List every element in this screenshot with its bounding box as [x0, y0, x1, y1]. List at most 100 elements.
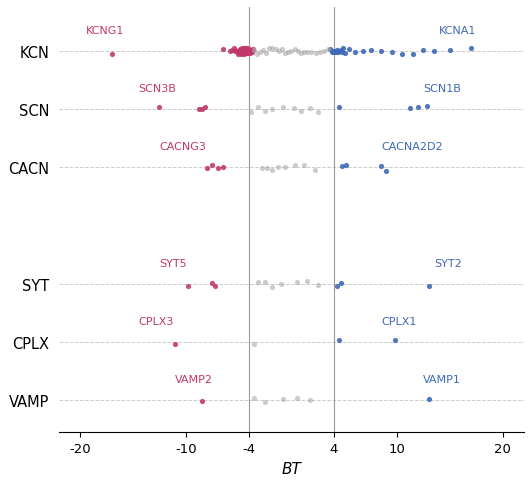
Point	[244, 48, 252, 56]
Point	[257, 165, 266, 172]
Point	[300, 49, 309, 57]
Point	[277, 280, 285, 288]
Point	[297, 50, 305, 58]
Point	[281, 164, 289, 171]
Point	[235, 49, 243, 57]
Point	[284, 49, 293, 57]
Text: CACNG3: CACNG3	[160, 142, 206, 152]
Point	[425, 283, 433, 290]
Text: KCNA1: KCNA1	[439, 26, 477, 36]
Point	[275, 48, 283, 56]
Point	[290, 162, 299, 170]
Point	[398, 51, 406, 59]
Point	[232, 48, 241, 56]
Text: SCN1B: SCN1B	[423, 84, 461, 94]
Point	[289, 105, 298, 112]
Point	[201, 105, 209, 112]
Point	[246, 48, 255, 56]
Point	[203, 165, 211, 173]
Point	[243, 45, 251, 53]
Point	[338, 163, 346, 170]
Point	[281, 50, 289, 58]
Point	[184, 282, 192, 290]
Text: SYT5: SYT5	[160, 258, 187, 268]
Point	[236, 47, 244, 55]
Point	[268, 45, 277, 53]
Point	[409, 51, 417, 59]
Point	[324, 46, 332, 54]
Text: CACNA2D2: CACNA2D2	[381, 142, 443, 152]
Point	[250, 340, 259, 348]
Point	[239, 50, 247, 58]
Point	[242, 50, 250, 58]
Point	[359, 48, 368, 56]
Point	[405, 105, 414, 113]
Point	[297, 108, 305, 116]
Point	[248, 49, 256, 57]
Point	[245, 47, 253, 55]
Point	[238, 49, 246, 57]
Point	[259, 47, 267, 55]
Point	[300, 161, 309, 169]
Text: CPLX1: CPLX1	[381, 316, 417, 326]
Point	[335, 48, 344, 56]
Point	[335, 336, 343, 344]
Point	[247, 49, 255, 57]
Point	[390, 336, 399, 344]
Point	[445, 47, 454, 55]
Point	[335, 104, 343, 111]
Point	[273, 164, 282, 172]
Point	[208, 279, 217, 287]
Point	[330, 49, 338, 57]
Point	[238, 45, 247, 53]
X-axis label: BT: BT	[281, 461, 301, 476]
Point	[230, 45, 239, 53]
Point	[287, 48, 296, 56]
Point	[107, 51, 116, 59]
Point	[430, 48, 438, 56]
Point	[268, 167, 277, 175]
Point	[333, 47, 342, 55]
Point	[247, 48, 256, 56]
Point	[261, 107, 269, 115]
Point	[293, 394, 301, 402]
Point	[255, 49, 264, 57]
Point	[262, 50, 270, 58]
Point	[252, 51, 261, 59]
Point	[331, 48, 339, 56]
Text: CPLX3: CPLX3	[138, 316, 174, 326]
Point	[208, 162, 217, 170]
Point	[315, 48, 324, 56]
Point	[377, 48, 385, 56]
Point	[271, 46, 280, 54]
Point	[263, 165, 271, 172]
Point	[377, 163, 385, 170]
Point	[313, 109, 322, 117]
Point	[303, 49, 312, 57]
Point	[328, 49, 336, 57]
Point	[236, 46, 245, 54]
Point	[326, 46, 335, 54]
Point	[243, 50, 252, 58]
Point	[268, 106, 277, 114]
Point	[419, 46, 428, 54]
Point	[247, 109, 255, 117]
Point	[245, 48, 254, 56]
Point	[197, 106, 206, 114]
Text: VAMP2: VAMP2	[176, 374, 213, 384]
Point	[290, 46, 299, 54]
Point	[337, 48, 346, 56]
Point	[351, 48, 359, 56]
Point	[293, 279, 301, 287]
Point	[306, 105, 315, 113]
Point	[239, 48, 248, 56]
Point	[310, 166, 319, 174]
Point	[211, 283, 220, 290]
Point	[253, 279, 262, 287]
Point	[329, 47, 337, 55]
Point	[279, 104, 287, 112]
Point	[246, 50, 254, 58]
Point	[242, 48, 251, 56]
Point	[422, 103, 431, 111]
Point	[239, 45, 248, 53]
